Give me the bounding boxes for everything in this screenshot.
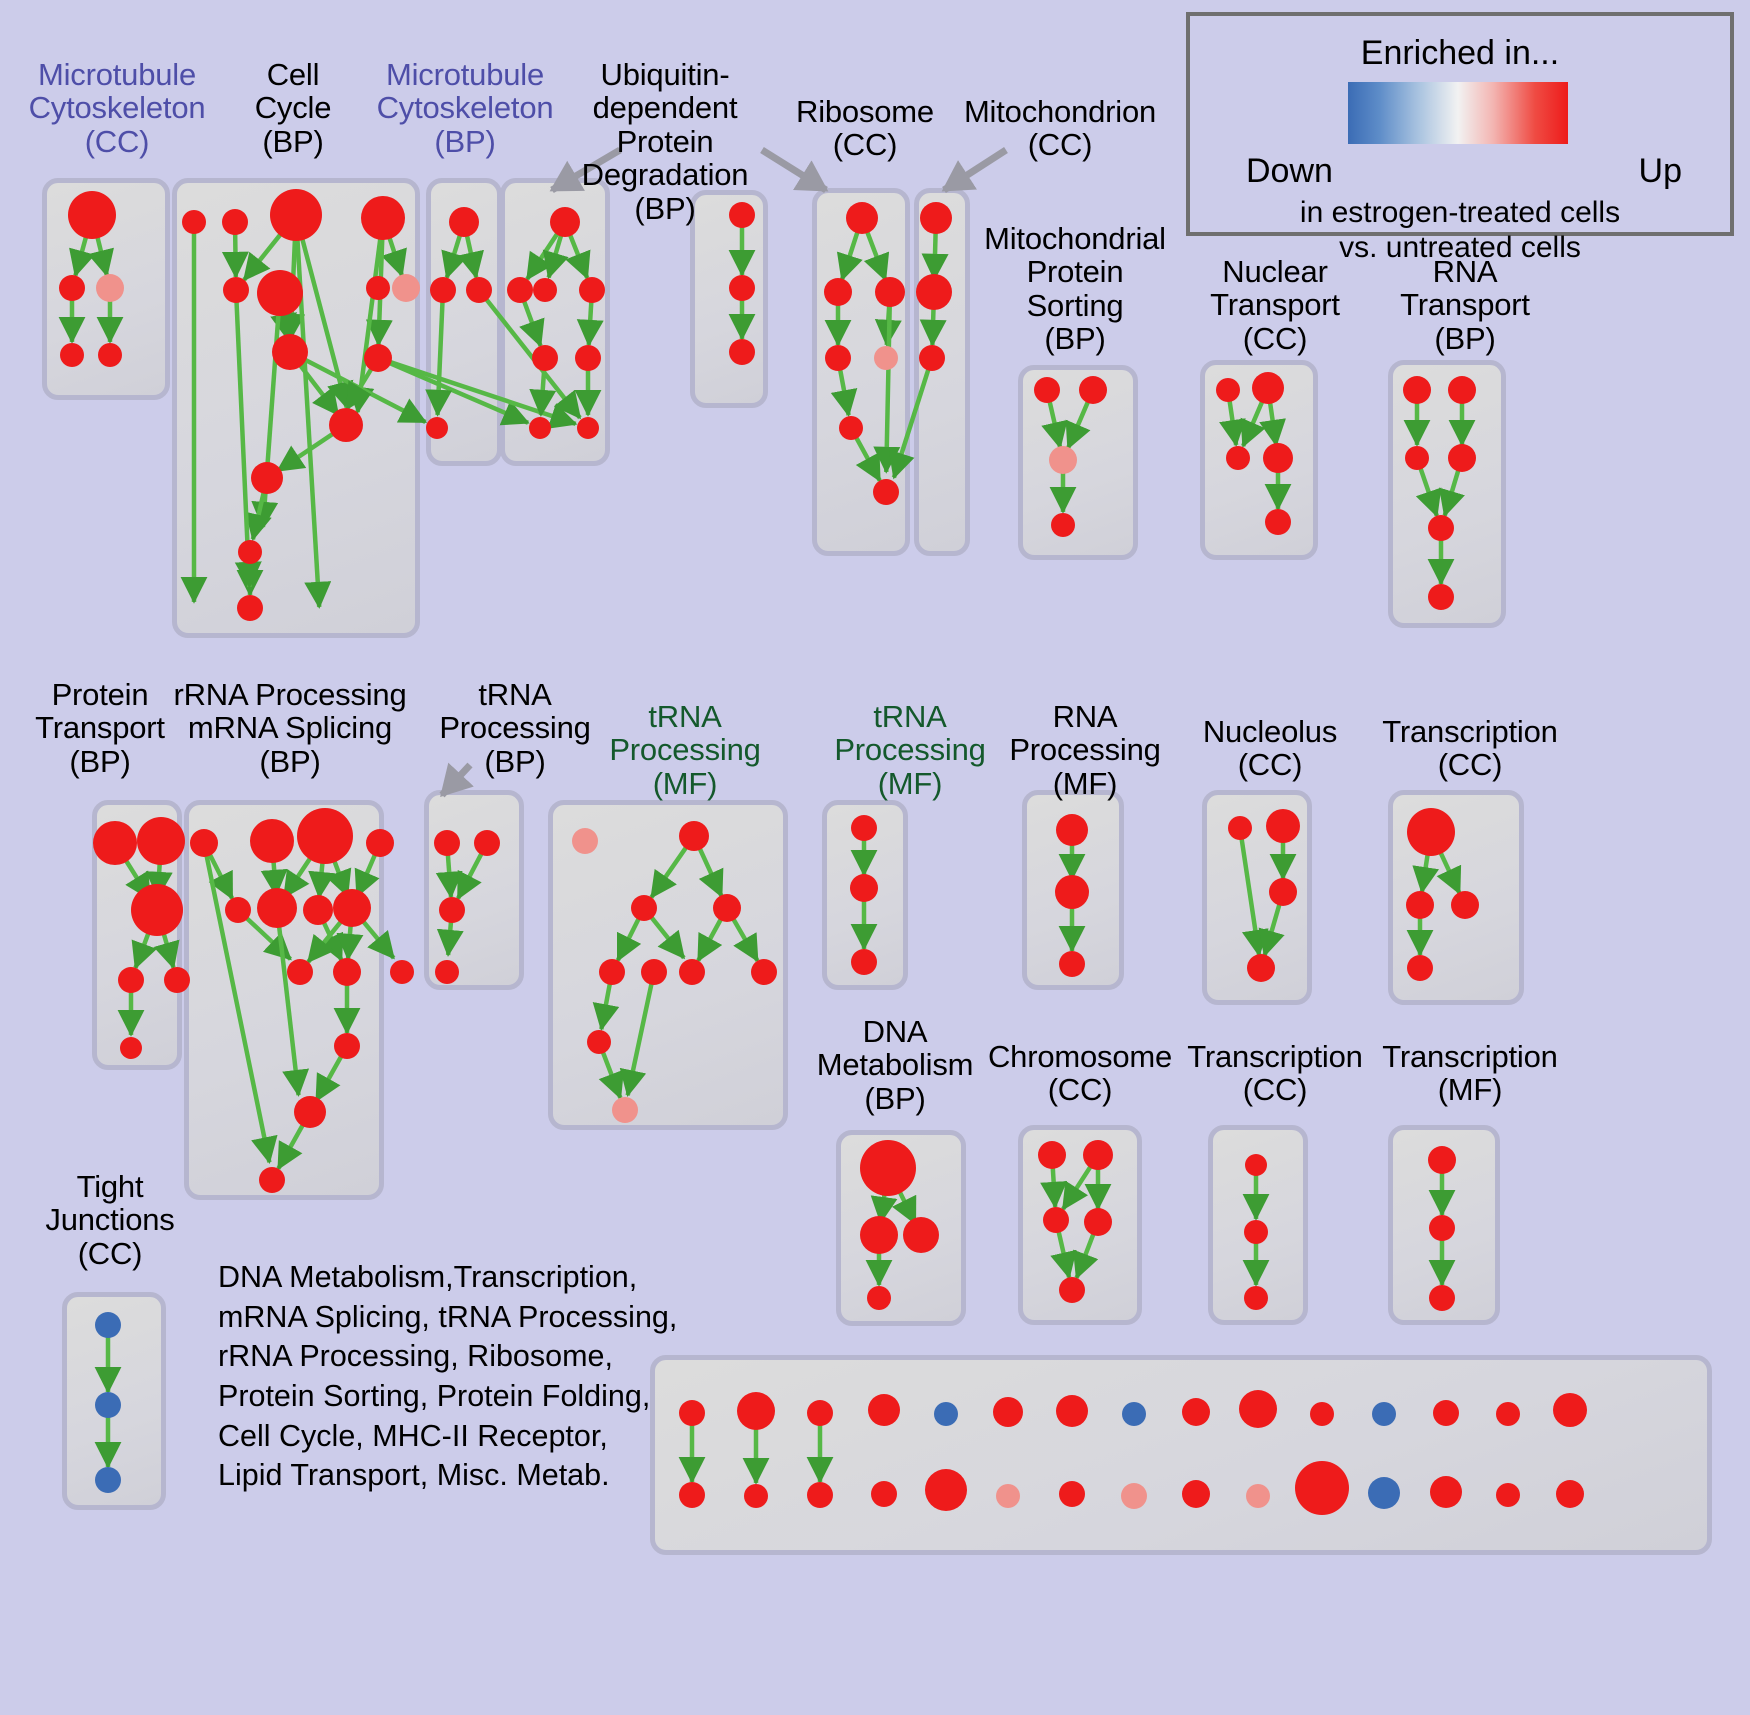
label-chromosome-cc: Chromosome (CC) <box>987 1039 1173 1108</box>
label-transcription-mf: Transcription (MF) <box>1382 1039 1558 1108</box>
cluster-box-misc-strip <box>650 1355 1712 1555</box>
cluster-box-nucleolus-cc <box>1202 790 1312 1005</box>
legend-panel: Enriched in... Down Up in estrogen-treat… <box>1186 12 1734 264</box>
legend-color-gradient <box>1348 82 1568 144</box>
label-microtubule-cytoskeleton-cc: Microtubule Cytoskeleton (CC) <box>28 57 206 159</box>
cluster-box-mitochondrial-protein-sorting-bp <box>1018 365 1138 560</box>
label-cell-cycle-bp: Cell Cycle (BP) <box>254 57 332 159</box>
cluster-box-transcription-cc-bottom <box>1208 1125 1308 1325</box>
legend-down-label: Down <box>1246 152 1333 190</box>
misc-categories-text: DNA Metabolism,Transcription, mRNA Splic… <box>218 1260 678 1493</box>
label-microtubule-cytoskeleton-bp: Microtubule Cytoskeleton (BP) <box>376 57 554 159</box>
cluster-box-protein-transport-bp <box>92 800 182 1070</box>
label-protein-transport-bp: Protein Transport (BP) <box>35 677 165 779</box>
cluster-box-rna-processing-mf <box>1022 790 1124 990</box>
cluster-box-tight-junctions-cc <box>62 1292 166 1510</box>
cluster-box-mitochondrion-cc <box>914 188 970 556</box>
cluster-box-rrna-mrna-bp <box>184 800 384 1200</box>
label-nucleolus-cc: Nucleolus (CC) <box>1202 714 1338 783</box>
cluster-box-cell-cycle-bp <box>172 178 420 638</box>
label-dna-metabolism-bp: DNA Metabolism (BP) <box>816 1014 974 1116</box>
label-tight-junctions-cc: Tight Junctions (CC) <box>45 1169 175 1271</box>
label-transcription-cc-top: Transcription (CC) <box>1382 714 1558 783</box>
cluster-box-nuclear-transport-cc <box>1200 360 1318 560</box>
label-rrna-processing-mrna-splicing-bp: rRNA Processing mRNA Splicing (BP) <box>173 677 407 779</box>
cluster-box-transcription-mf <box>1388 1125 1500 1325</box>
cluster-box-microtubule-cytoskeleton-cc <box>42 178 170 400</box>
label-trna-processing-mf-2: tRNA Processing (MF) <box>834 699 986 801</box>
label-mitochondrion-cc: Mitochondrion (CC) <box>963 94 1157 163</box>
go-term-node-up <box>390 960 414 984</box>
cluster-box-ribosome-cc <box>812 188 910 556</box>
cluster-box-microtubule-cytoskeleton-bp <box>426 178 502 466</box>
cluster-box-trna-processing-bp <box>424 790 524 990</box>
label-trna-processing-mf-1: tRNA Processing (MF) <box>609 699 761 801</box>
cluster-box-dna-metabolism-bp <box>836 1130 966 1326</box>
label-transcription-cc-bottom: Transcription (CC) <box>1187 1039 1363 1108</box>
label-ribosome-cc: Ribosome (CC) <box>796 94 934 163</box>
label-nuclear-transport-cc: Nuclear Transport (CC) <box>1210 254 1340 356</box>
legend-up-label: Up <box>1638 152 1682 190</box>
cluster-box-trna-processing-mf-2 <box>822 800 908 990</box>
label-rna-processing-mf: RNA Processing (MF) <box>1009 699 1161 801</box>
label-ubiquitin-dependent-protein-degradation-bp: Ubiquitin- dependent Protein Degradation… <box>581 57 749 226</box>
cluster-box-trna-processing-mf-1 <box>548 800 788 1130</box>
cluster-box-transcription-cc-top <box>1388 790 1524 1005</box>
cluster-box-chromosome-cc <box>1018 1125 1142 1325</box>
label-trna-processing-bp: tRNA Processing (BP) <box>439 677 591 779</box>
legend-title: Enriched in... <box>1360 34 1560 72</box>
label-mitochondrial-protein-sorting-bp: Mitochondrial Protein Sorting (BP) <box>984 221 1166 357</box>
label-rna-transport-bp: RNA Transport (BP) <box>1400 254 1530 356</box>
cluster-box-rna-transport-bp <box>1388 360 1506 628</box>
legend-subtitle: in estrogen-treated cells vs. untreated … <box>1299 196 1621 264</box>
